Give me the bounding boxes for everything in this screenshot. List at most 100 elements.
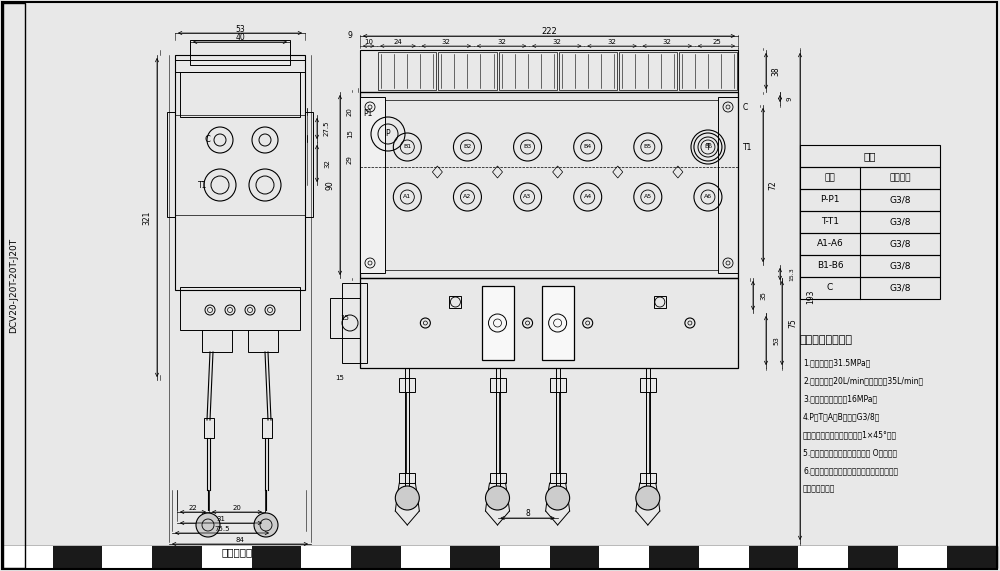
Text: 15: 15 <box>341 315 349 321</box>
Text: 9: 9 <box>348 31 352 41</box>
Text: 10: 10 <box>364 39 373 45</box>
Bar <box>800 189 940 211</box>
Bar <box>3 546 53 568</box>
Bar <box>490 473 506 483</box>
Bar <box>438 52 497 90</box>
Bar <box>490 378 506 392</box>
Bar <box>800 255 940 277</box>
Text: 4.P、T、A、B口均为G3/8，: 4.P、T、A、B口均为G3/8， <box>803 412 880 421</box>
Text: 20: 20 <box>347 107 353 116</box>
Text: G3/8: G3/8 <box>889 262 911 271</box>
Text: 40: 40 <box>235 34 245 42</box>
Text: 阀体: 阀体 <box>864 151 876 161</box>
Text: 15: 15 <box>336 375 344 381</box>
Bar <box>102 546 152 568</box>
Bar <box>301 546 351 568</box>
Text: 321: 321 <box>143 210 152 224</box>
Text: 31: 31 <box>216 516 226 522</box>
Bar <box>449 296 461 308</box>
Text: B1-B6: B1-B6 <box>817 262 843 271</box>
Text: G3/8: G3/8 <box>889 218 911 227</box>
Bar <box>305 112 313 217</box>
Text: B4: B4 <box>584 144 592 150</box>
Bar <box>947 546 997 568</box>
Text: B1: B1 <box>403 144 411 150</box>
Text: A4: A4 <box>584 195 592 199</box>
Bar <box>330 298 360 338</box>
Bar <box>202 330 232 352</box>
Text: 3.安装阀调定压力：16MPa；: 3.安装阀调定压力：16MPa； <box>803 394 877 403</box>
Text: P1: P1 <box>363 110 373 119</box>
Text: 架后盖为铝本色: 架后盖为铝本色 <box>803 484 835 493</box>
Text: 72: 72 <box>768 180 778 190</box>
Bar <box>342 283 367 363</box>
Text: 193: 193 <box>806 289 816 304</box>
Circle shape <box>395 486 419 510</box>
Bar <box>559 52 617 90</box>
Text: B5: B5 <box>644 144 652 150</box>
Bar <box>262 418 272 438</box>
Text: 53: 53 <box>773 336 779 345</box>
Bar <box>450 546 500 568</box>
Text: 27.5: 27.5 <box>324 120 330 136</box>
Bar <box>654 296 666 308</box>
Bar <box>252 546 301 568</box>
Text: 24: 24 <box>394 39 402 45</box>
Text: B2: B2 <box>463 144 472 150</box>
Circle shape <box>546 486 570 510</box>
Text: T: T <box>706 143 710 151</box>
Text: 2.额定流量：20L/min。最大流量35L/min；: 2.额定流量：20L/min。最大流量35L/min； <box>803 376 923 385</box>
Text: 222: 222 <box>541 27 557 37</box>
Bar <box>204 418 214 438</box>
Circle shape <box>196 513 220 537</box>
Text: A1: A1 <box>403 195 411 199</box>
Bar <box>3 3 25 568</box>
Bar <box>798 546 848 568</box>
Text: 53: 53 <box>235 25 245 34</box>
Text: 20: 20 <box>233 505 241 511</box>
Text: 5.控制方式：手动，弹簧复位。 O型阀口；: 5.控制方式：手动，弹簧复位。 O型阀口； <box>803 448 897 457</box>
Text: B3: B3 <box>523 144 532 150</box>
Text: 6.阀体表面础化处理，安全阀及螺旋锁铁，支: 6.阀体表面础化处理，安全阀及螺旋锁铁，支 <box>803 466 898 475</box>
Text: C: C <box>204 135 210 144</box>
Text: 32: 32 <box>497 39 506 45</box>
Bar <box>800 277 940 299</box>
Text: A6: A6 <box>704 195 712 199</box>
Text: C: C <box>743 103 748 111</box>
Text: 32: 32 <box>663 39 672 45</box>
Bar <box>699 546 749 568</box>
Bar <box>399 473 415 483</box>
Text: 32: 32 <box>552 39 561 45</box>
Circle shape <box>636 486 660 510</box>
Text: 均为平面密封，贺纹孔口倒觙1×45°角。: 均为平面密封，贺纹孔口倒觙1×45°角。 <box>803 430 897 439</box>
Text: T1: T1 <box>198 180 208 190</box>
Text: 液压原理图: 液压原理图 <box>221 547 253 557</box>
Bar <box>550 473 566 483</box>
Bar <box>175 55 305 290</box>
Bar <box>190 40 290 65</box>
Text: 35: 35 <box>760 291 766 300</box>
Circle shape <box>486 486 510 510</box>
Bar <box>202 546 252 568</box>
Text: 32: 32 <box>442 39 451 45</box>
Text: G3/8: G3/8 <box>889 239 911 248</box>
Bar <box>550 546 599 568</box>
Bar <box>800 233 940 255</box>
Text: T-T1: T-T1 <box>821 218 839 227</box>
Bar <box>542 286 574 360</box>
Bar <box>550 378 566 392</box>
Bar <box>640 378 656 392</box>
Text: 32: 32 <box>324 159 330 168</box>
Bar <box>53 546 102 568</box>
Bar <box>848 546 898 568</box>
Text: P: P <box>386 130 390 139</box>
Bar <box>399 378 415 392</box>
Bar <box>748 546 798 568</box>
Text: 9: 9 <box>787 96 793 100</box>
Bar <box>180 72 300 117</box>
Text: 90: 90 <box>326 180 334 190</box>
Text: 15: 15 <box>347 130 353 138</box>
Bar <box>167 112 175 217</box>
Text: G3/8: G3/8 <box>889 283 911 292</box>
Text: 1.额定压力：31.5MPa；: 1.额定压力：31.5MPa； <box>803 358 870 367</box>
